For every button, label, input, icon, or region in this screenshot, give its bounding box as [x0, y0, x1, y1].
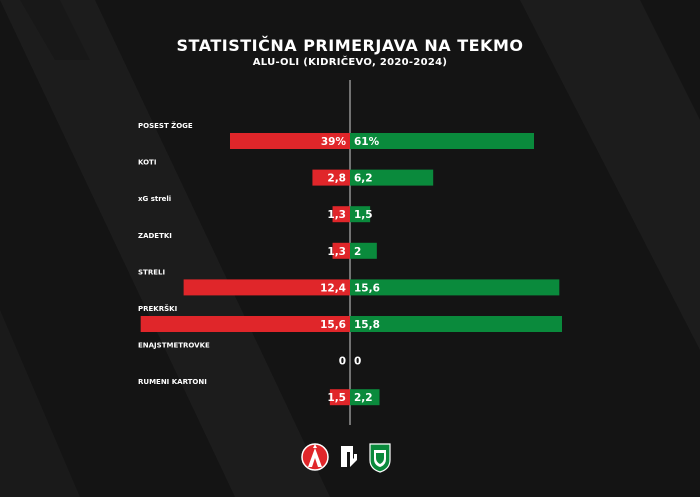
- home-value-label: 1,3: [327, 209, 346, 221]
- away-value-label: 2,2: [354, 392, 373, 404]
- olimpija-logo: [369, 443, 391, 473]
- chart-title: STATISTIČNA PRIMERJAVA NA TEKMO: [176, 36, 524, 55]
- away-value-label: 6,2: [354, 173, 373, 185]
- category-label: ENAJSTMETROVKE: [138, 342, 210, 350]
- category-label: ZADETKI: [138, 232, 172, 240]
- home-value-label: 0: [339, 356, 346, 368]
- category-label: RUMENI KARTONI: [138, 378, 207, 386]
- home-value-label: 1,3: [327, 246, 346, 258]
- home-value-label: 15,6: [320, 319, 346, 331]
- away-value-label: 0: [354, 356, 361, 368]
- oc-logo: [341, 446, 357, 467]
- away-value-label: 1,5: [354, 209, 373, 221]
- home-value-label: 39%: [321, 136, 347, 148]
- away-bar: [350, 279, 560, 296]
- aluminij-logo: [301, 443, 329, 471]
- away-bar: [350, 206, 371, 223]
- away-bar: [350, 242, 377, 259]
- home-bar: [332, 242, 350, 259]
- category-label: xG streli: [138, 195, 171, 203]
- home-bar: [329, 389, 350, 406]
- home-bar: [140, 316, 350, 332]
- away-value-label: 15,8: [354, 319, 380, 331]
- away-bar: [350, 133, 534, 149]
- logos-row: [0, 440, 700, 476]
- home-bar: [332, 206, 350, 223]
- home-bar: [183, 279, 350, 296]
- home-value-label: 2,8: [327, 173, 346, 185]
- home-bar: [312, 169, 350, 186]
- away-value-label: 2: [354, 246, 361, 258]
- away-bar: [350, 316, 562, 332]
- away-bar: [350, 169, 434, 186]
- away-bar: [350, 389, 380, 406]
- category-label: POSEST ŽOGE: [138, 121, 193, 130]
- category-label: PREKRŠKI: [138, 304, 177, 313]
- home-bar: [230, 133, 350, 149]
- category-label: KOTI: [138, 159, 156, 167]
- category-label: STRELI: [138, 268, 165, 276]
- chart-subtitle: ALU-OLI (KIDRIČEVO, 2020-2024): [252, 57, 448, 68]
- away-value-label: 61%: [354, 136, 380, 148]
- home-value-label: 12,4: [320, 282, 346, 294]
- home-value-label: 1,5: [327, 392, 346, 404]
- away-value-label: 15,6: [354, 282, 380, 294]
